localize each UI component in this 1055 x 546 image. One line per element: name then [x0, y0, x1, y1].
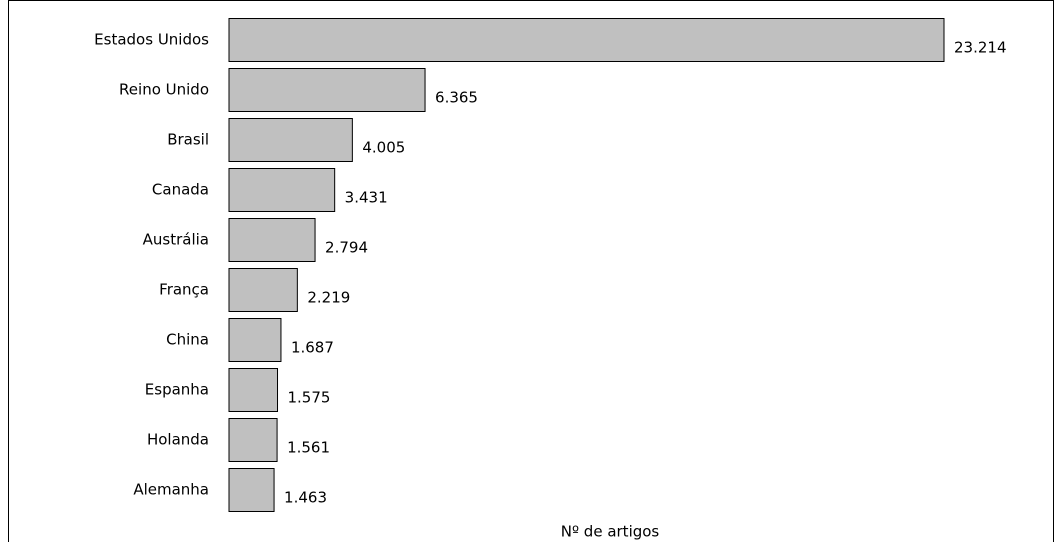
y-tick-label: Espanha: [145, 381, 209, 399]
data-label: 3.431: [345, 189, 388, 207]
y-tick-label: França: [159, 281, 209, 299]
y-tick-label: Holanda: [147, 431, 209, 449]
data-label: 6.365: [435, 89, 478, 107]
bar: [228, 118, 353, 162]
data-label: 1.463: [284, 489, 327, 507]
bar: [228, 168, 336, 212]
bar: [228, 468, 275, 512]
data-label: 1.687: [291, 339, 334, 357]
data-label: 2.219: [307, 289, 350, 307]
bar: [228, 418, 278, 462]
y-tick-label: China: [166, 331, 209, 349]
y-tick-label: Canada: [152, 181, 209, 199]
bar: [228, 68, 426, 112]
x-axis-label: Nº de artigos: [561, 523, 660, 541]
y-tick-label: Reino Unido: [119, 81, 209, 99]
data-label: 4.005: [362, 139, 405, 157]
data-label: 2.794: [325, 239, 368, 257]
bar: [228, 18, 945, 62]
data-label: 1.575: [288, 389, 331, 407]
y-tick-label: Alemanha: [133, 481, 209, 499]
bar: [228, 318, 282, 362]
y-tick-label: Brasil: [167, 131, 209, 149]
y-tick-label: Austrália: [143, 231, 209, 249]
y-tick-label: Estados Unidos: [94, 31, 209, 49]
bar: [228, 268, 298, 312]
data-label: 23.214: [954, 39, 1007, 57]
data-label: 1.561: [287, 439, 330, 457]
bar: [228, 218, 316, 262]
bar: [228, 368, 279, 412]
